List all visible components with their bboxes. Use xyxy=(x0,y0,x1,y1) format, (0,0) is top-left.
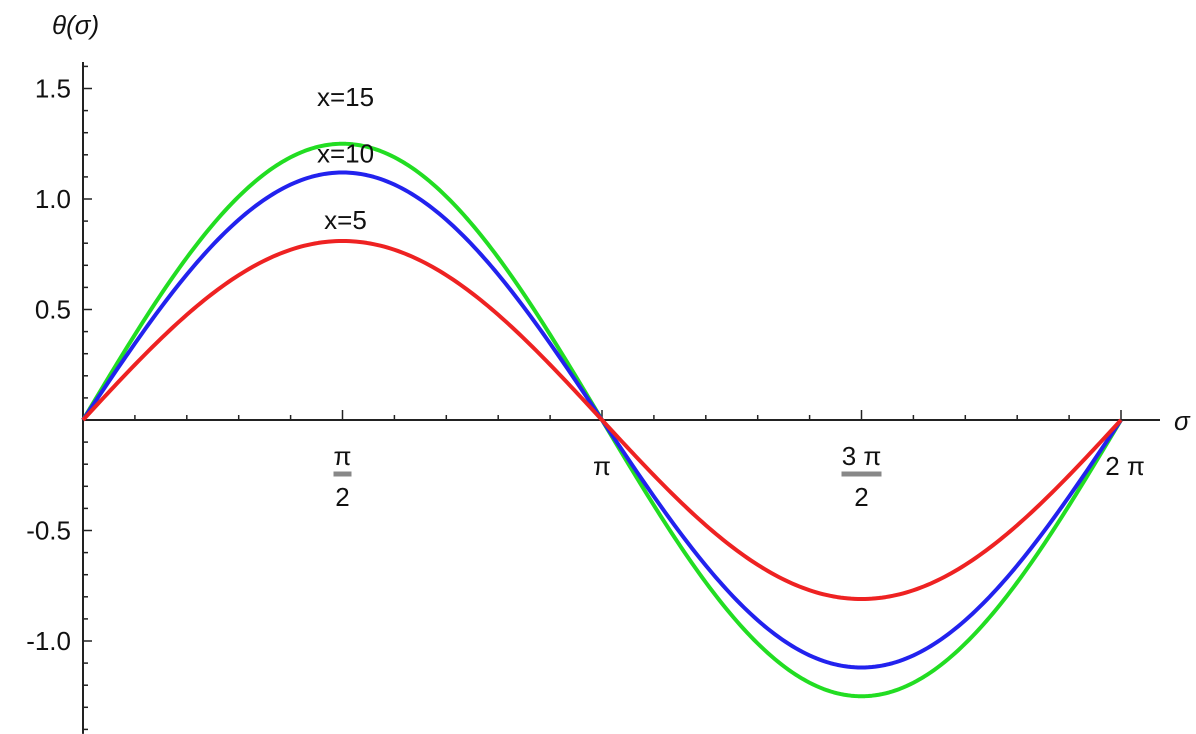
x-tick-label-denominator: 2 xyxy=(854,482,868,512)
series-line-x-5 xyxy=(81,238,1123,602)
y-tick-label: 1.0 xyxy=(35,184,71,214)
labels: 1.5 1.0 0.5 -0.5 -1.0 π 2 π 3 π 2 2 π θ(σ) σ x=15 x=10… xyxy=(26,10,1191,656)
x-axis-title: σ xyxy=(1174,406,1191,436)
curve-label-x-15: x=15 xyxy=(317,82,374,112)
curve-label-x-5: x=5 xyxy=(324,205,367,235)
x-tick-label-numerator: 3 π xyxy=(842,441,882,471)
y-tick-label: -0.5 xyxy=(26,516,71,546)
x-tick-label-denominator: 2 xyxy=(335,482,349,512)
y-tick-label: 0.5 xyxy=(35,295,71,325)
x-tick-label-numerator: π xyxy=(334,441,352,471)
axes xyxy=(82,61,1160,734)
y-axis-title: θ(σ) xyxy=(52,10,99,40)
curves xyxy=(81,141,1123,699)
x-tick-label: π xyxy=(593,451,611,481)
y-tick-label: 1.5 xyxy=(35,74,71,104)
x-tick-label: 2 π xyxy=(1105,451,1145,481)
curve-label-x-10: x=10 xyxy=(317,138,374,168)
y-tick-label: -1.0 xyxy=(26,626,71,656)
